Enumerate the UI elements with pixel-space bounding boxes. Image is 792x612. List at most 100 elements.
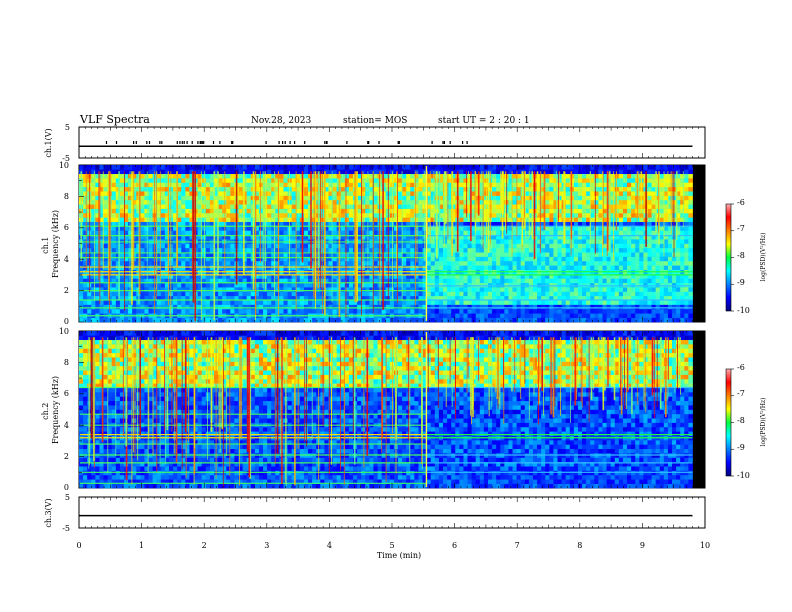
- spectrogram-cell: [91, 304, 96, 310]
- spectrogram-cell: [577, 295, 583, 301]
- spectrogram-cell: [160, 191, 166, 196]
- spectrogram-cell: [238, 169, 243, 175]
- spectrogram-cell: [267, 274, 272, 279]
- spectrogram-cell: [406, 208, 411, 214]
- spectrogram-cell: [577, 278, 583, 284]
- spectrogram-cell: [545, 308, 550, 314]
- spectrogram-cell: [577, 317, 583, 323]
- spectrogram-cell: [402, 317, 407, 323]
- spectrogram-cell: [111, 212, 117, 218]
- spectrogram-cell: [467, 256, 473, 262]
- spectrogram-cell: [471, 165, 477, 170]
- spectrogram-cell: [201, 217, 207, 222]
- spectrogram-cell: [205, 308, 211, 314]
- spectrogram-cell: [230, 247, 235, 253]
- spectrogram-cell: [312, 178, 317, 183]
- spectrogram-cell: [332, 169, 338, 175]
- spectrogram-cell: [447, 252, 452, 257]
- spectrogram-cell: [492, 178, 497, 183]
- spectrogram-cell: [610, 252, 616, 257]
- spectrogram-cell: [324, 195, 329, 201]
- spectrogram-cell: [308, 282, 313, 288]
- spectrogram-cell: [516, 308, 522, 314]
- spectrogram-cell: [471, 199, 477, 205]
- spectrogram-cell: [426, 265, 432, 270]
- spectrogram-cell: [185, 295, 190, 301]
- spectrogram-cell: [459, 212, 464, 218]
- spectrogram-cell: [541, 313, 546, 318]
- spectrogram-cell: [230, 252, 235, 257]
- spectrogram-cell: [573, 252, 579, 257]
- spectrogram-cell: [312, 212, 317, 218]
- spectrogram-cell: [516, 178, 522, 183]
- spectrogram-cell: [430, 308, 436, 314]
- spectrogram-cell: [422, 317, 428, 323]
- spectrogram-cell: [467, 204, 473, 209]
- spectrogram-cell: [218, 287, 223, 292]
- spectrogram-cell: [291, 291, 297, 297]
- spectrogram-cell: [258, 230, 264, 236]
- spectrogram-cell: [258, 252, 264, 257]
- spectrogram-cell: [275, 169, 280, 175]
- spectrogram-cell: [504, 234, 509, 240]
- spectrogram-cell: [590, 208, 595, 214]
- spectrogram-cell: [263, 308, 268, 314]
- spectrogram-cell: [168, 287, 174, 292]
- spectrogram-cell: [201, 226, 207, 231]
- spectrogram-cell: [132, 221, 137, 227]
- spectrogram-cell: [160, 247, 166, 253]
- spectrogram-cell: [467, 173, 473, 179]
- spectrogram-cell: [418, 317, 423, 323]
- spectrogram-cell: [205, 274, 211, 279]
- spectrogram-cell: [487, 291, 493, 297]
- spectrogram-cell: [267, 191, 272, 196]
- spectrogram-cell: [308, 278, 313, 284]
- spectrogram-cell: [492, 199, 497, 205]
- spectrogram-cell: [393, 282, 399, 288]
- spectrogram-cell: [553, 265, 558, 270]
- spectrogram-cell: [549, 199, 554, 205]
- spectrogram-cell: [598, 247, 603, 253]
- spectrogram-cell: [520, 313, 526, 318]
- spectrogram-cell: [508, 226, 513, 231]
- spectrogram-cell: [205, 247, 211, 253]
- spectrogram-cell: [205, 256, 211, 262]
- spectrogram-cell: [189, 169, 194, 175]
- spectrogram-cell: [83, 226, 88, 231]
- spectrogram-cell: [197, 256, 203, 262]
- spectrogram-cell: [222, 317, 227, 323]
- spectrogram-cell: [577, 291, 583, 297]
- spectrogram-cell: [83, 217, 88, 222]
- spectrogram-cell: [508, 300, 513, 305]
- spectrogram-cell: [189, 278, 194, 284]
- spectrogram-cell: [430, 243, 436, 249]
- spectrogram-cell: [254, 287, 260, 292]
- spectrogram-cell: [324, 173, 329, 179]
- spectrogram-cell: [91, 278, 96, 284]
- spectrogram-cell: [226, 247, 231, 253]
- spectrogram-cell: [451, 239, 456, 244]
- spectrogram-cell: [467, 199, 473, 205]
- spectrogram-cell: [226, 256, 231, 262]
- spectrogram-cell: [111, 230, 117, 236]
- spectrogram-cell: [373, 304, 378, 310]
- spectrogram-cell: [565, 230, 571, 236]
- spectrogram-cell: [569, 317, 575, 323]
- spectrogram-cell: [156, 300, 162, 305]
- spectrogram-cell: [303, 252, 309, 257]
- spectrogram-cell: [463, 252, 468, 257]
- spectrogram-cell: [598, 195, 603, 201]
- spectrogram-cell: [602, 308, 607, 314]
- spectrogram-cell: [577, 182, 583, 188]
- spectrogram-cell: [516, 217, 522, 222]
- spectrogram-cell: [528, 204, 534, 209]
- spectrogram-cell: [455, 282, 460, 288]
- spectrogram-cell: [475, 274, 481, 279]
- spectrogram-cell: [111, 308, 117, 314]
- spectrogram-cell: [602, 217, 607, 222]
- spectrogram-cell: [443, 282, 448, 288]
- spectrogram-cell: [173, 256, 178, 262]
- spectrogram-cell: [532, 295, 538, 301]
- spectrogram-cell: [438, 260, 444, 266]
- spectrogram-cell: [447, 300, 452, 305]
